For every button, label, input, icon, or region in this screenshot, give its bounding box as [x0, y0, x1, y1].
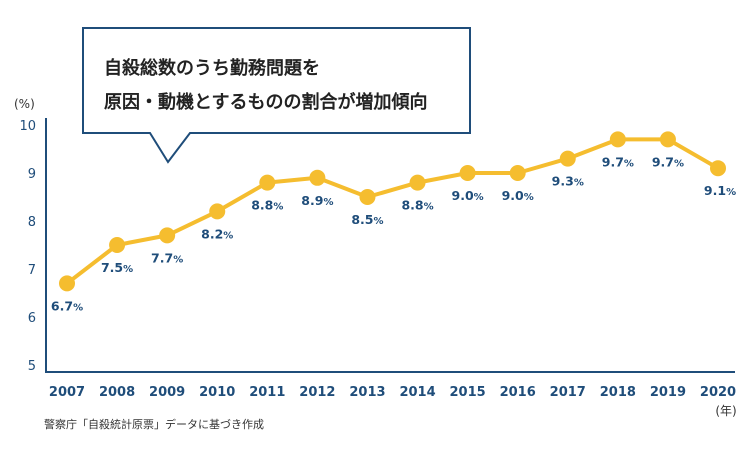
x-tick-label: 2008 — [99, 385, 135, 400]
data-label: 7.7% — [151, 250, 183, 265]
data-label: 9.7% — [652, 154, 684, 169]
data-point — [109, 237, 126, 253]
data-label: 9.1% — [704, 183, 736, 198]
series-line: 6.7% 7.5% 7.7% 8.2% 8.8% 8.9% 8.5% 8.8% 9.0% 9.0%… — [51, 131, 736, 313]
x-tick-label: 2014 — [399, 385, 435, 400]
data-label: 7.5% — [101, 260, 133, 275]
data-point — [159, 227, 176, 244]
data-point — [659, 131, 676, 148]
y-tick-label: 9 — [28, 167, 36, 182]
data-label: 6.7% — [51, 298, 83, 313]
data-label: 9.3% — [552, 174, 584, 189]
callout-line-2: 原因・動機とするものの割合が増加傾向 — [104, 92, 428, 113]
data-point — [459, 165, 476, 181]
x-tick-label: 2019 — [650, 385, 686, 400]
y-tick-label: 10 — [19, 119, 36, 134]
x-tick-label: 2018 — [600, 385, 636, 400]
data-label: 8.2% — [201, 226, 233, 241]
y-axis-label: (%) — [14, 97, 35, 111]
x-tick-label: 2020 — [700, 385, 736, 400]
data-point — [259, 174, 276, 191]
x-tick-label: 2011 — [249, 385, 285, 400]
x-axis-unit: (年) — [715, 404, 736, 418]
x-tick-label: 2012 — [299, 385, 335, 400]
data-label: 8.8% — [251, 198, 283, 213]
x-tick-label: 2010 — [199, 385, 235, 400]
data-point — [209, 203, 226, 220]
data-point — [59, 275, 75, 292]
data-label: 8.9% — [301, 193, 333, 208]
callout-line-1: 自殺総数のうち勤務問題を — [104, 58, 320, 79]
data-point — [710, 160, 726, 177]
data-point — [509, 165, 526, 181]
data-label: 9.0% — [452, 188, 484, 203]
x-axis: 2007 2008 2009 2010 2011 2012 2013 2014 2015 2016… — [45, 371, 737, 418]
callout-text: 自殺総数のうち勤務問題を 原因・動機とするものの割合が増加傾向 — [104, 52, 464, 120]
source-note: 警察庁「自殺統計原票」データに基づき作成 — [44, 418, 264, 431]
y-tick-label: 8 — [28, 215, 36, 230]
data-label: 9.0% — [502, 188, 534, 203]
data-point — [409, 174, 426, 191]
x-tick-label: 2013 — [349, 385, 385, 400]
x-tick-label: 2017 — [550, 385, 586, 400]
data-label: 8.5% — [351, 212, 383, 227]
y-tick-label: 5 — [28, 359, 36, 374]
x-tick-label: 2015 — [450, 385, 486, 400]
data-point — [559, 150, 576, 167]
y-tick-label: 7 — [28, 263, 36, 278]
y-axis: (%) 5 6 7 8 9 10 — [14, 97, 47, 374]
x-tick-label: 2007 — [49, 385, 85, 400]
x-tick-label: 2016 — [500, 385, 536, 400]
series-path — [65, 137, 719, 285]
x-tick-label: 2009 — [149, 385, 185, 400]
data-point — [309, 169, 326, 186]
data-label: 9.7% — [602, 154, 634, 169]
y-tick-label: 6 — [28, 311, 36, 326]
data-point — [359, 189, 376, 205]
data-label: 8.8% — [401, 198, 433, 213]
data-point — [609, 131, 626, 148]
